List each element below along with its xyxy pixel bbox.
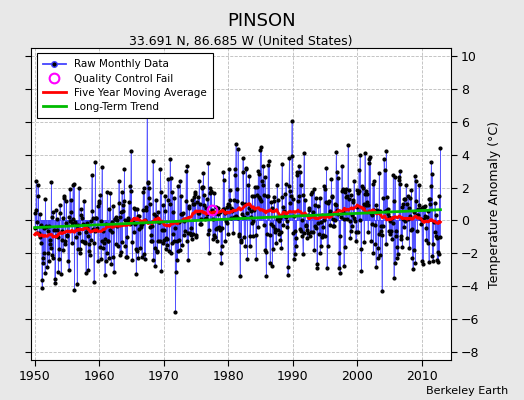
Text: Berkeley Earth: Berkeley Earth [426, 386, 508, 396]
Y-axis label: Temperature Anomaly (°C): Temperature Anomaly (°C) [488, 120, 501, 288]
Text: PINSON: PINSON [228, 12, 296, 30]
Title: 33.691 N, 86.685 W (United States): 33.691 N, 86.685 W (United States) [129, 35, 353, 48]
Legend: Raw Monthly Data, Quality Control Fail, Five Year Moving Average, Long-Term Tren: Raw Monthly Data, Quality Control Fail, … [37, 53, 213, 118]
